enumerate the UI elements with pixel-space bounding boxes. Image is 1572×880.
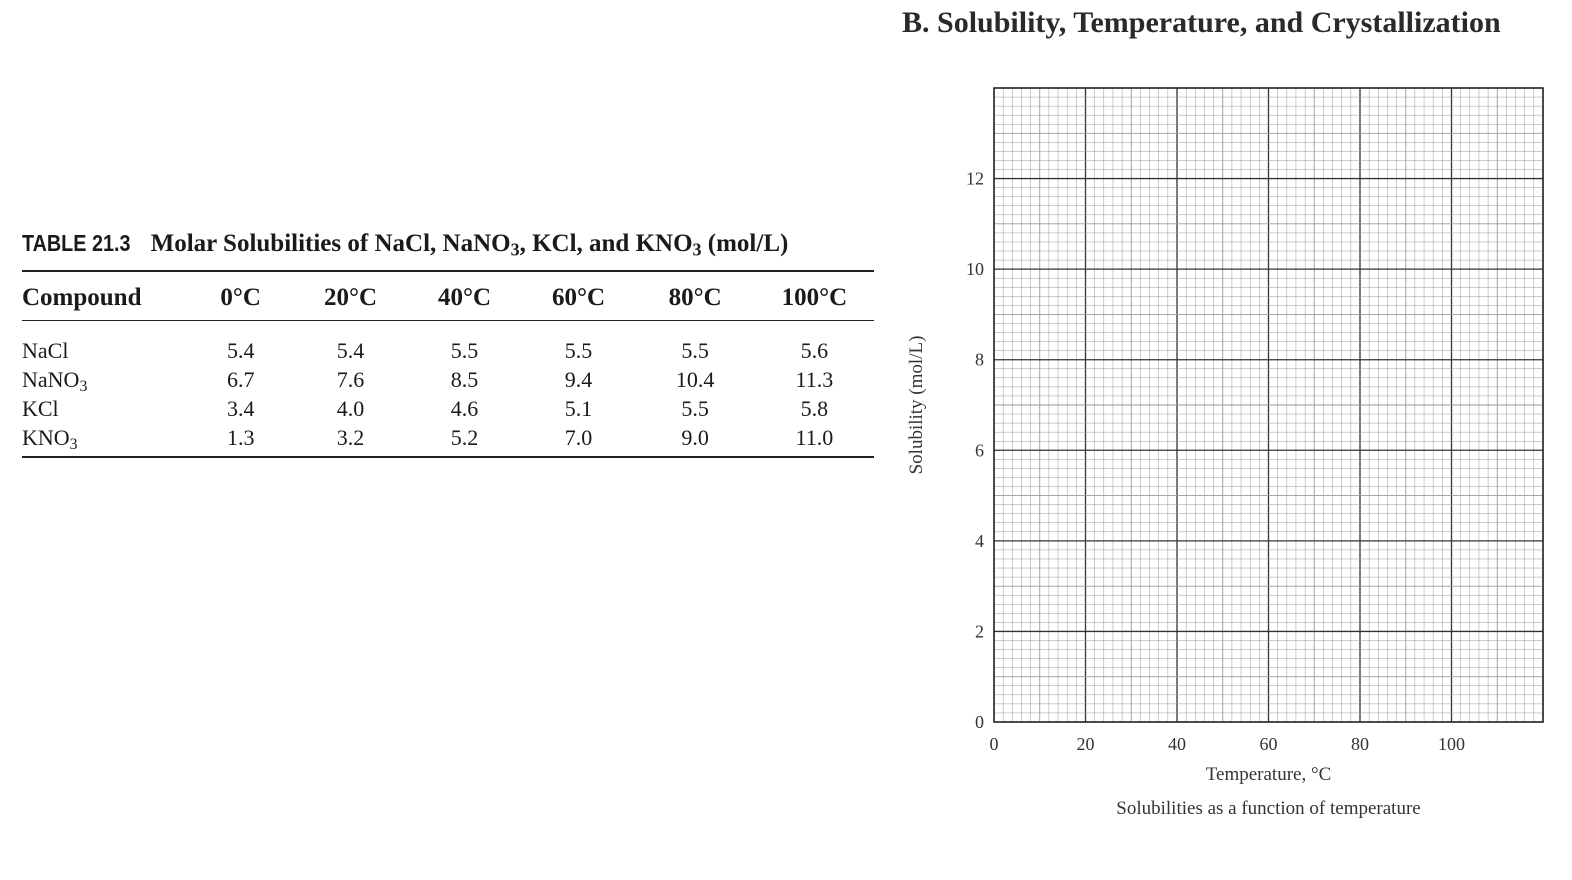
plot-frame [993, 87, 1544, 723]
value-cell: 5.5 [450, 337, 479, 363]
value-cell: 8.5 [450, 366, 479, 392]
table-caption: TABLE 21.3 Molar Solubilities of NaCl, N… [22, 230, 882, 260]
table-bottom-rule [22, 456, 874, 458]
table-number: TABLE 21.3 [22, 230, 131, 256]
y-tick-label: 8 [975, 350, 984, 370]
value-cell: 11.3 [795, 366, 834, 392]
x-tick-label: 80 [1351, 734, 1369, 754]
table-row: NaCl 5.4 5.4 5.5 5.5 5.5 5.6 [22, 336, 874, 365]
table-header-rule [22, 320, 874, 321]
x-tick-label: 20 [1077, 734, 1095, 754]
value-cell: 5.4 [226, 337, 255, 363]
value-cell: 5.1 [564, 395, 593, 421]
value-cell: 7.6 [336, 366, 365, 392]
table-row: KCl 3.4 4.0 4.6 5.1 5.5 5.8 [22, 394, 874, 423]
header-20c: 20°C [324, 284, 378, 311]
value-cell: 11.0 [795, 424, 834, 450]
table-title: Molar Solubilities of NaCl, NaNO3, KCl, … [150, 230, 789, 260]
y-tick-label: 12 [966, 169, 984, 189]
value-cell: 9.0 [681, 424, 709, 450]
solubility-graph: 0 20 40 60 80 100 0 2 4 6 8 10 12 Temperature, °C Solu… [906, 87, 1544, 819]
value-cell: 5.4 [336, 337, 365, 363]
figure-caption: Solubilities as a function of temperatur… [1116, 798, 1420, 819]
value-cell: 4.0 [336, 395, 365, 421]
header-60c: 60°C [552, 284, 606, 311]
y-axis-label: Solubility (mol/L) [906, 336, 927, 475]
y-tick-label: 0 [975, 712, 984, 732]
x-tick-label: 40 [1168, 734, 1186, 754]
value-cell: 5.5 [564, 337, 593, 363]
solubility-table: Compound 0°C 20°C 40°C 60°C 80°C 100°C N… [22, 276, 874, 452]
header-100c: 100°C [781, 284, 848, 311]
x-tick-label: 100 [1438, 734, 1465, 754]
table-top-rule [22, 270, 874, 272]
x-tick-label: 0 [990, 734, 999, 754]
y-tick-label: 4 [975, 531, 984, 551]
header-0c: 0°C [220, 284, 261, 311]
table-row: NaNO3 6.7 7.6 8.5 9.4 10.4 11.3 [22, 365, 874, 394]
value-cell: 9.4 [564, 366, 593, 392]
header-compound: Compound [22, 284, 142, 311]
compound-cell: KCl [22, 395, 59, 421]
value-cell: 5.8 [800, 395, 829, 421]
x-tick-label: 60 [1260, 734, 1278, 754]
y-tick-label: 2 [975, 621, 984, 641]
y-tick-label: 6 [975, 440, 984, 460]
compound-cell: KNO3 [22, 424, 78, 453]
table-row: KNO3 1.3 3.2 5.2 7.0 9.0 11.0 [22, 423, 874, 452]
y-tick-label: 10 [966, 259, 984, 279]
value-cell: 1.3 [226, 424, 255, 450]
value-cell: 5.5 [681, 395, 709, 421]
value-cell: 5.5 [681, 337, 709, 363]
compound-cell: NaCl [22, 337, 69, 363]
value-cell: 5.2 [450, 424, 479, 450]
header-80c: 80°C [668, 284, 722, 311]
compound-cell: NaNO3 [22, 366, 88, 395]
value-cell: 7.0 [564, 424, 593, 450]
value-cell: 3.4 [226, 395, 255, 421]
value-cell: 4.6 [450, 395, 479, 421]
value-cell: 3.2 [336, 424, 365, 450]
value-cell: 10.4 [675, 366, 715, 392]
value-cell: 5.6 [800, 337, 829, 363]
section-heading: B. Solubility, Temperature, and Crystall… [902, 6, 1501, 39]
value-cell: 6.7 [226, 366, 255, 392]
header-40c: 40°C [438, 284, 492, 311]
table-header-row: Compound 0°C 20°C 40°C 60°C 80°C 100°C [22, 276, 874, 320]
table-spacer [22, 320, 874, 336]
x-axis-label: Temperature, °C [1206, 764, 1332, 785]
